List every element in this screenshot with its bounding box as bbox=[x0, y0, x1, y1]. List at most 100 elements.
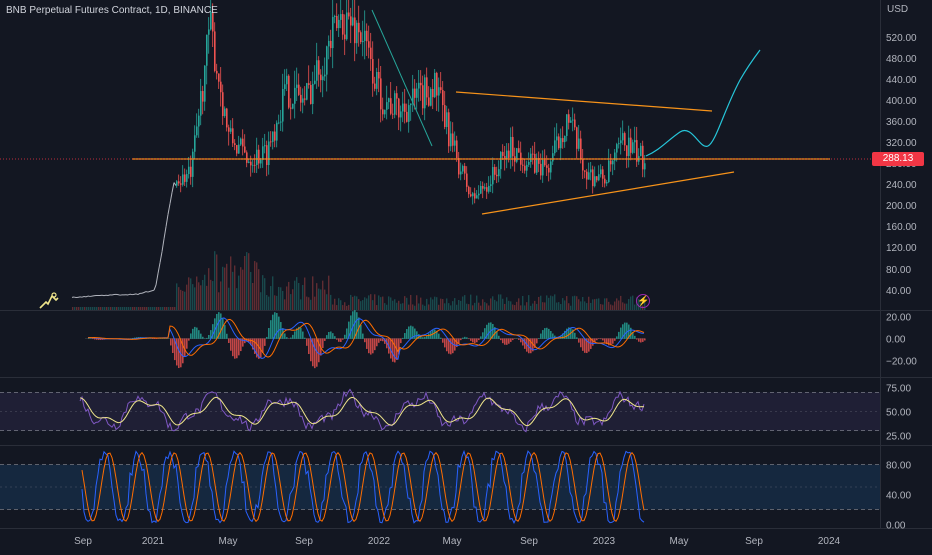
macd-histogram-bar bbox=[188, 339, 190, 341]
volume-bar bbox=[348, 305, 349, 310]
volume-bar bbox=[354, 296, 355, 310]
macd-histogram-bar bbox=[438, 334, 440, 339]
volume-bar bbox=[366, 298, 367, 310]
volume-bar bbox=[108, 307, 109, 310]
volume-bar bbox=[358, 299, 359, 310]
volume-bar bbox=[560, 304, 561, 310]
candle-body bbox=[216, 71, 218, 74]
volume-bar bbox=[372, 300, 373, 310]
volume-bar bbox=[202, 280, 203, 310]
symbol-header[interactable]: BNB Perpetual Futures Contract, 1D, BINA… bbox=[6, 5, 218, 16]
price-line-segment bbox=[154, 285, 156, 290]
volume-bar bbox=[340, 300, 341, 310]
candle-body bbox=[286, 76, 288, 85]
candle-body bbox=[372, 59, 374, 84]
volume-bar bbox=[598, 298, 599, 310]
candle-body bbox=[254, 165, 256, 166]
volume-bar bbox=[624, 304, 625, 310]
volume-bar bbox=[634, 305, 635, 310]
candle-body bbox=[456, 140, 458, 157]
volume-bar bbox=[582, 297, 583, 310]
candle-body bbox=[420, 83, 422, 85]
price-axis-tick: 400.00 bbox=[886, 96, 917, 107]
lightning-icon[interactable]: ⚡ bbox=[636, 294, 650, 308]
candle-body bbox=[542, 160, 544, 176]
volume-bar bbox=[242, 270, 243, 310]
volume-bar bbox=[626, 304, 627, 310]
candle-body bbox=[340, 14, 342, 20]
candle-body bbox=[612, 161, 614, 165]
macd-histogram-bar bbox=[310, 339, 312, 362]
volume-bar bbox=[204, 275, 205, 310]
candle-body bbox=[246, 152, 248, 162]
macd-histogram-bar bbox=[580, 339, 582, 348]
candle-body bbox=[240, 139, 242, 145]
volume-bar bbox=[540, 296, 541, 310]
volume-bar bbox=[498, 294, 499, 310]
candle-body bbox=[308, 83, 310, 85]
volume-bar bbox=[602, 305, 603, 310]
macd-histogram-bar bbox=[422, 337, 424, 339]
volume-bar bbox=[208, 268, 209, 310]
macd-histogram-bar bbox=[394, 339, 396, 363]
volume-bar bbox=[586, 303, 587, 310]
price-line-segment bbox=[118, 295, 120, 296]
candle-body bbox=[632, 142, 634, 153]
candle-body bbox=[478, 194, 480, 196]
volume-bar bbox=[438, 305, 439, 310]
candle-body bbox=[370, 48, 372, 59]
price-axis-tick: 360.00 bbox=[886, 117, 917, 128]
candle-body bbox=[310, 85, 312, 104]
candle-body bbox=[462, 166, 464, 172]
volume-bar bbox=[364, 297, 365, 310]
price-line-segment bbox=[112, 294, 114, 295]
candle-body bbox=[332, 17, 334, 48]
volume-bar bbox=[94, 307, 95, 310]
candle-body bbox=[262, 146, 264, 159]
volume-bar bbox=[336, 305, 337, 310]
candle-body bbox=[398, 99, 400, 118]
macd-histogram-bar bbox=[292, 335, 294, 339]
macd-histogram-bar bbox=[324, 339, 326, 341]
volume-bar bbox=[84, 307, 85, 310]
macd-histogram-bar bbox=[640, 339, 642, 343]
candle-body bbox=[376, 72, 378, 89]
candle-body bbox=[404, 104, 406, 112]
candle-body bbox=[426, 77, 428, 97]
volume-bar bbox=[200, 285, 201, 310]
macd-histogram-bar bbox=[362, 334, 364, 339]
volume-bar bbox=[468, 304, 469, 310]
candle-body bbox=[270, 141, 272, 142]
macd-histogram-bar bbox=[278, 317, 280, 339]
volume-bar bbox=[376, 305, 377, 310]
volume-bar bbox=[106, 307, 107, 310]
candle-body bbox=[502, 152, 504, 156]
price-line-segment bbox=[136, 294, 138, 295]
volume-bar bbox=[474, 303, 475, 310]
volume-bar bbox=[628, 299, 629, 310]
macd-histogram-bar bbox=[342, 339, 344, 340]
price-line-segment bbox=[168, 204, 170, 215]
volume-bar bbox=[210, 280, 211, 310]
macd-histogram-bar bbox=[460, 339, 462, 341]
volume-bar bbox=[290, 294, 291, 310]
candle-body bbox=[602, 169, 604, 178]
volume-bar bbox=[230, 256, 231, 310]
macd-histogram-bar bbox=[344, 335, 346, 339]
volume-bar bbox=[158, 307, 159, 310]
candle-body bbox=[336, 16, 338, 28]
candle-body bbox=[488, 186, 490, 192]
candle-body bbox=[568, 114, 570, 122]
volume-bar bbox=[286, 286, 287, 310]
candle-body bbox=[192, 152, 194, 177]
candle-body bbox=[252, 165, 254, 166]
candle-body bbox=[516, 148, 518, 162]
candle-body bbox=[324, 75, 326, 77]
volume-bar bbox=[530, 306, 531, 310]
volume-bar bbox=[296, 277, 297, 310]
volume-bar bbox=[132, 307, 133, 310]
candle-body bbox=[392, 114, 394, 115]
macd-histogram-bar bbox=[458, 339, 460, 344]
